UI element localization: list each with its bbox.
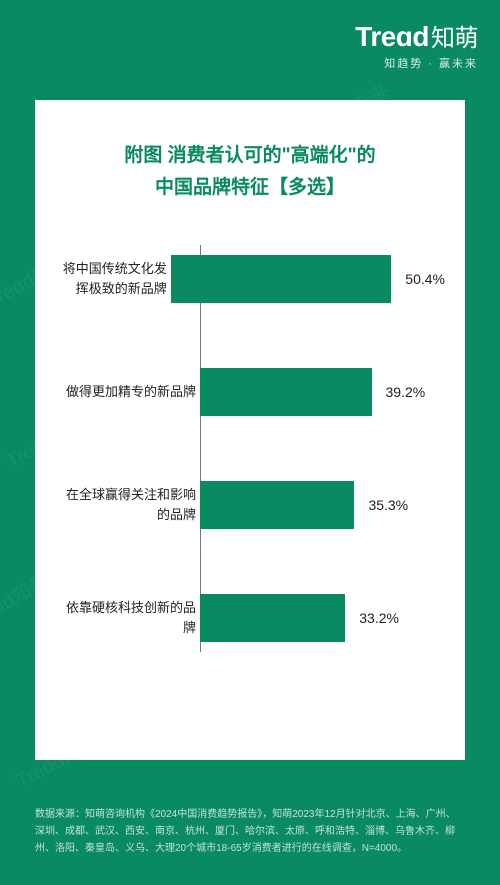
brand-tagline: 知趋势 · 赢未来 bbox=[355, 55, 478, 71]
bar-label: 依靠硬核科技创新的品牌 bbox=[55, 598, 200, 637]
chart-title-line2: 中国品牌特征【多选】 bbox=[55, 172, 445, 204]
y-axis bbox=[200, 245, 201, 652]
chart-title: 附图 消费者认可的"高端化"的 中国品牌特征【多选】 bbox=[55, 140, 445, 205]
bar-label: 做得更加精专的新品牌 bbox=[55, 382, 200, 402]
bar-list: 将中国传统文化发挥极致的新品牌 50.4% 做得更加精专的新品牌 39.2% 在全球赢得… bbox=[55, 255, 445, 642]
brand-logo: Treɑd知萌 bbox=[355, 18, 478, 53]
bar-value: 33.2% bbox=[359, 610, 399, 626]
brand-logo-cn: 知萌 bbox=[431, 25, 478, 52]
bar-track: 50.4% bbox=[171, 255, 445, 303]
page: Treɑd知萌 知趋势 · 赢未来 附图 消费者认可的"高端化"的 中国品牌特征… bbox=[0, 0, 500, 885]
bar-row: 做得更加精专的新品牌 39.2% bbox=[55, 368, 445, 416]
bar-label: 在全球赢得关注和影响的品牌 bbox=[55, 485, 200, 524]
bar-row: 将中国传统文化发挥极致的新品牌 50.4% bbox=[55, 255, 445, 303]
bar-track: 33.2% bbox=[200, 594, 445, 642]
bar-value: 39.2% bbox=[386, 384, 426, 400]
brand-logo-en: Treɑd bbox=[355, 21, 429, 52]
chart-title-line1: 附图 消费者认可的"高端化"的 bbox=[55, 140, 445, 172]
bar-value: 35.3% bbox=[368, 497, 408, 513]
bar-row: 在全球赢得关注和影响的品牌 35.3% bbox=[55, 481, 445, 529]
bar bbox=[171, 255, 392, 303]
bar bbox=[200, 594, 345, 642]
bar-row: 依靠硬核科技创新的品牌 33.2% bbox=[55, 594, 445, 642]
bar bbox=[200, 368, 372, 416]
bar bbox=[200, 481, 354, 529]
brand-header: Treɑd知萌 知趋势 · 赢未来 bbox=[355, 18, 478, 71]
chart-card: 附图 消费者认可的"高端化"的 中国品牌特征【多选】 将中国传统文化发挥极致的新… bbox=[35, 100, 465, 760]
bar-track: 35.3% bbox=[200, 481, 445, 529]
data-source-footer: 数据来源：知萌咨询机构《2024中国消费趋势报告》，知萌2023年12月针对北京… bbox=[35, 806, 465, 857]
bar-track: 39.2% bbox=[200, 368, 445, 416]
bar-value: 50.4% bbox=[405, 271, 445, 287]
bar-label: 将中国传统文化发挥极致的新品牌 bbox=[55, 259, 171, 298]
